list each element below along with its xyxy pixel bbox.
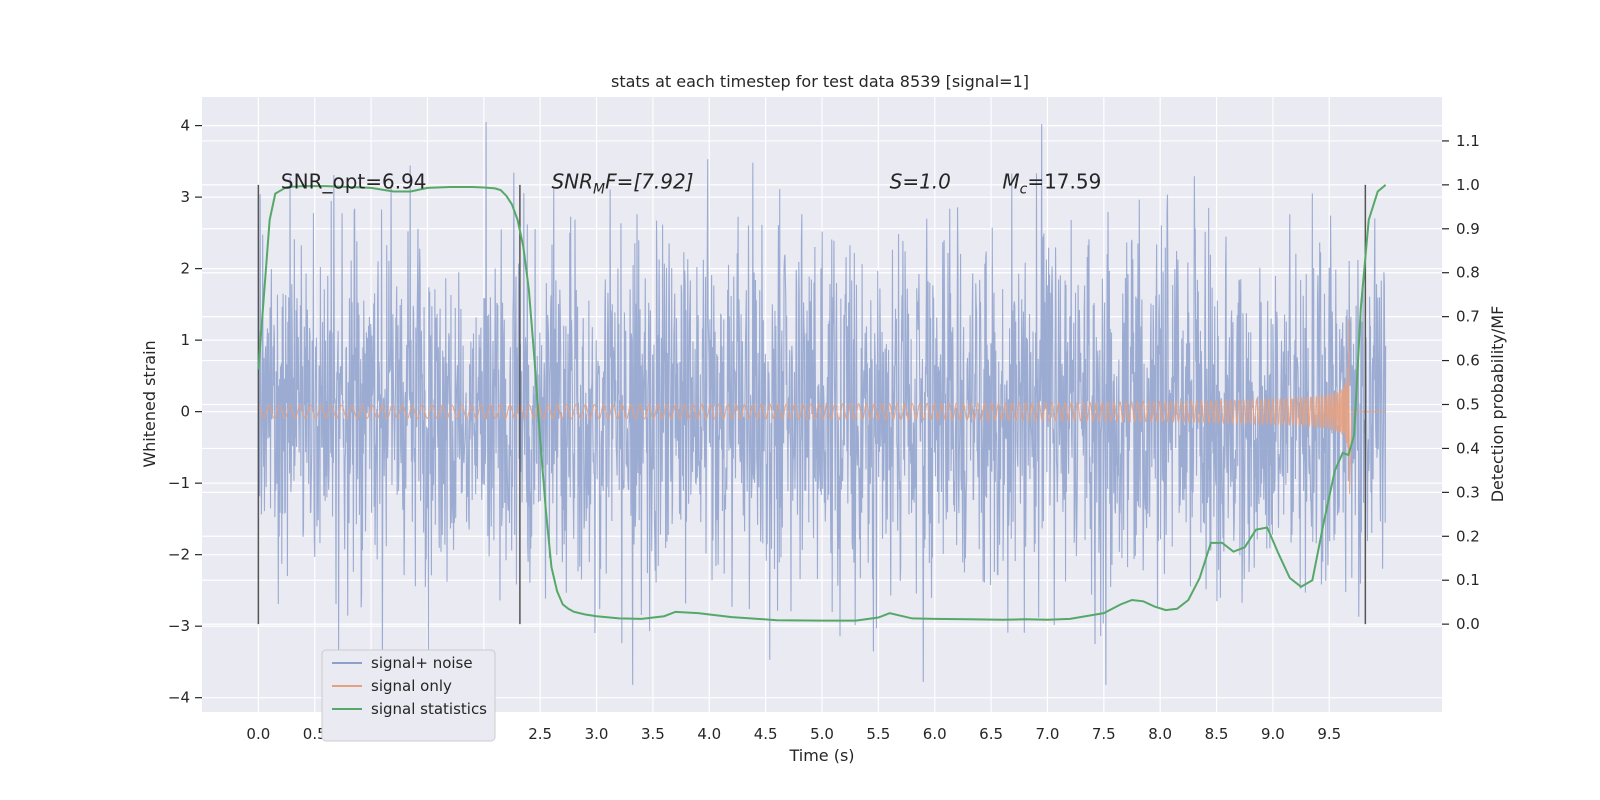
annotations: SNR_opt=6.94 SNRMF=[7.92] S=1.0 Mc=17.59 xyxy=(281,170,1101,198)
x-tick-label: 8.5 xyxy=(1205,725,1229,743)
y2-axis-label: Detection probability/MF xyxy=(1488,306,1507,503)
x-tick-label: 3.5 xyxy=(641,725,665,743)
y2-tick-label: 0.3 xyxy=(1456,483,1480,501)
legend-label-signal-statistics: signal statistics xyxy=(371,700,487,718)
y2-tick-label: 0.7 xyxy=(1456,308,1480,326)
annotation-mc-main: M xyxy=(1002,170,1019,194)
series-signal-statistics xyxy=(257,184,1387,622)
y-tick-label: −1 xyxy=(168,474,190,492)
series-signal-plus-noise xyxy=(257,122,1387,685)
y2-tick-label: 0.4 xyxy=(1456,439,1480,457)
legend: signal+ noise signal only signal statist… xyxy=(321,649,496,742)
y2-tick-label: 0.5 xyxy=(1456,396,1480,414)
y2-axis-ticks: 0.0 0.1 0.2 0.3 0.4 0.5 0.6 0.7 0.8 0.9 1.0 1.1 xyxy=(1442,132,1480,633)
y-tick-label: −3 xyxy=(168,617,190,635)
x-tick-label: 0.0 xyxy=(246,725,270,743)
legend-label-signal-plus-noise: signal+ noise xyxy=(371,654,473,672)
y2-tick-label: 0.8 xyxy=(1456,264,1480,282)
chart-title: stats at each timestep for test data 853… xyxy=(611,72,1029,91)
y2-tick-label: 0.1 xyxy=(1456,571,1480,589)
x-tick-label: 6.0 xyxy=(923,725,947,743)
annotation-mc-sub: c xyxy=(1020,182,1028,198)
signal-statistics-line xyxy=(257,184,1387,622)
legend-label-signal-only: signal only xyxy=(371,677,452,695)
annotation-s: S=1.0 xyxy=(890,170,951,194)
y2-tick-label: 0.9 xyxy=(1456,220,1480,238)
y-tick-label: 3 xyxy=(180,188,190,206)
x-tick-label: 5.5 xyxy=(866,725,890,743)
y2-tick-label: 1.0 xyxy=(1456,176,1480,194)
annotation-snr-opt: SNR_opt=6.94 xyxy=(281,170,427,194)
x-tick-label: 5.0 xyxy=(810,725,834,743)
x-tick-label: 9.0 xyxy=(1261,725,1285,743)
annotation-snr-mf-sub: M xyxy=(593,182,605,198)
annotation-snr-mf: SNRMF=[7.92] xyxy=(551,170,693,198)
x-tick-label: 7.5 xyxy=(1092,725,1116,743)
y-axis-ticks: −4 −3 −2 −1 0 1 2 3 4 xyxy=(168,117,202,707)
y-tick-label: 4 xyxy=(180,117,190,135)
x-tick-label: 7.0 xyxy=(1036,725,1060,743)
x-tick-label: 6.5 xyxy=(979,725,1003,743)
y-tick-label: −4 xyxy=(168,689,190,707)
annotation-snr-mf-main: SNR xyxy=(551,170,593,194)
y-tick-label: 1 xyxy=(180,331,190,349)
y2-tick-label: 0.6 xyxy=(1456,352,1480,370)
y-tick-label: 2 xyxy=(180,260,190,278)
x-axis-label: Time (s) xyxy=(788,746,854,765)
annotation-mc: Mc=17.59 xyxy=(1002,170,1101,198)
x-tick-label: 2.5 xyxy=(528,725,552,743)
x-tick-label: 3.0 xyxy=(585,725,609,743)
legend-box xyxy=(321,649,496,742)
x-tick-label: 4.0 xyxy=(697,725,721,743)
y2-tick-label: 0.0 xyxy=(1456,615,1480,633)
x-tick-label: 4.5 xyxy=(754,725,778,743)
x-tick-label: 0.5 xyxy=(303,725,327,743)
x-tick-label: 8.0 xyxy=(1148,725,1172,743)
y-tick-label: −2 xyxy=(168,546,190,564)
y2-tick-label: 1.1 xyxy=(1456,132,1480,150)
y-tick-label: 0 xyxy=(180,403,190,421)
x-tick-label: 9.5 xyxy=(1317,725,1341,743)
signal-plus-noise-line xyxy=(257,122,1387,685)
annotation-snr-mf-rest: F=[7.92] xyxy=(605,170,693,194)
series-signal-only xyxy=(258,318,1386,494)
y2-tick-label: 0.2 xyxy=(1456,527,1480,545)
annotation-mc-rest: =17.59 xyxy=(1027,170,1101,194)
y-axis-label: Whitened strain xyxy=(140,340,159,467)
signal-only-line xyxy=(258,318,1386,494)
